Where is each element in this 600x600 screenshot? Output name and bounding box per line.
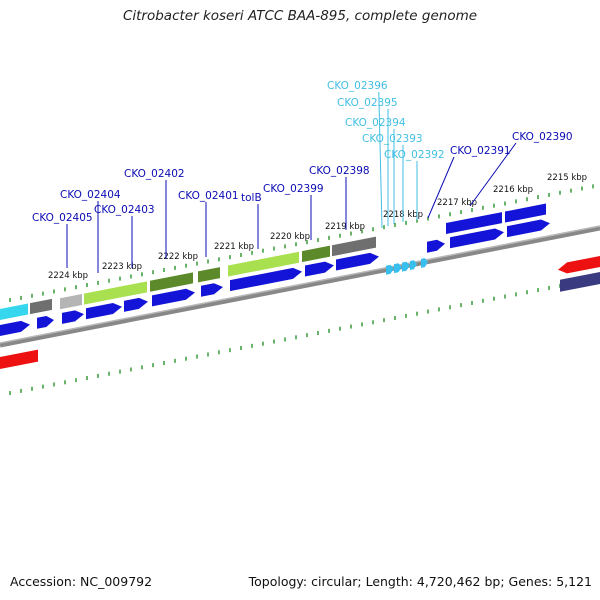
gene-label: CKO_02394: [345, 117, 406, 129]
trna-arrow: [410, 260, 417, 271]
gene-block-olive: [150, 272, 193, 292]
kbp-label: 2221 kbp: [214, 242, 254, 252]
cds-arrow: [86, 302, 122, 320]
cds-arrow: [427, 239, 445, 253]
backbone-line: [0, 225, 600, 348]
gene-label: CKO_02392: [384, 149, 445, 161]
cds-arrow: [336, 252, 379, 271]
kbp-label: 2222 kbp: [158, 252, 198, 262]
accession-text: Accession: NC_009792: [10, 574, 153, 589]
gene-label: CKO_02393: [362, 133, 423, 145]
trna-arrow: [386, 264, 394, 275]
cds-block: [505, 203, 546, 223]
trna-arrow: [402, 261, 410, 272]
gene-block-lightgray: [60, 294, 82, 310]
cds-arrow: [152, 288, 195, 307]
gene-block-gray: [332, 236, 376, 257]
gene-label-leader: [469, 142, 517, 207]
cds-arrow: [0, 320, 30, 336]
cds-arrow: [450, 228, 504, 249]
cds-arrow: [305, 261, 334, 277]
gene-label: CKO_02391: [450, 145, 511, 157]
backbone-highlight: [0, 225, 600, 344]
gene-label: CKO_02399: [263, 183, 324, 195]
rrna-block: [0, 303, 28, 320]
kbp-label: 2224 kbp: [48, 271, 88, 281]
kbp-label: 2216 kbp: [493, 185, 533, 195]
gene-label: CKO_02390: [512, 131, 573, 143]
cds-arrow: [124, 297, 148, 312]
gene-label: CKO_02396: [327, 80, 388, 92]
cds-block: [446, 212, 502, 235]
navy-block: [560, 272, 600, 292]
kbp-label: 2215 kbp: [547, 173, 587, 183]
cds-arrow: [201, 283, 223, 297]
gene-label: CKO_02403: [94, 204, 155, 216]
kbp-label: 2217 kbp: [437, 198, 477, 208]
cds-arrow: [230, 267, 302, 292]
gene-label: CKO_02402: [124, 168, 185, 180]
map-title: Citrobacter koseri ATCC BAA-895, complet…: [122, 8, 478, 24]
gene-block-lime: [84, 281, 147, 305]
red-block: [0, 349, 38, 369]
cds-arrow: [507, 219, 550, 238]
gene-label: tolB: [241, 192, 262, 204]
kbp-label: 2219 kbp: [325, 222, 365, 232]
gene-label: CKO_02398: [309, 165, 370, 177]
gene-label: CKO_02404: [60, 189, 121, 201]
gene-block-lime: [228, 251, 299, 277]
trna-arrow: [421, 258, 428, 268]
gene-label: CKO_02401: [178, 190, 239, 202]
gene-label-leader: [427, 156, 455, 219]
gene-label: CKO_02395: [337, 97, 398, 109]
red-arrow: [558, 256, 600, 274]
gene-block-olive: [302, 245, 330, 263]
gene-block-gray: [30, 298, 52, 315]
gene-block-olive: [198, 267, 220, 283]
gene-label: CKO_02405: [32, 212, 93, 224]
trna-arrow: [394, 263, 402, 274]
genome-summary-text: Topology: circular; Length: 4,720,462 bp…: [248, 574, 592, 589]
kbp-label: 2220 kbp: [270, 232, 310, 242]
gene-label-leader: [378, 91, 383, 229]
kbp-label: 2223 kbp: [102, 262, 142, 272]
cds-arrow: [62, 310, 84, 324]
cds-arrow: [37, 315, 54, 329]
